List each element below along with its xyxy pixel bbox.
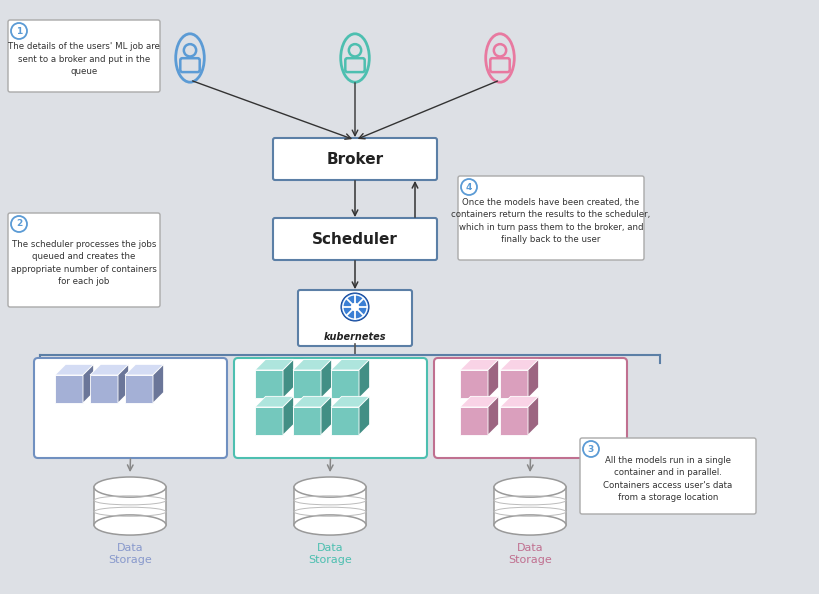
Polygon shape <box>527 396 538 435</box>
Polygon shape <box>500 370 527 398</box>
Ellipse shape <box>294 477 365 497</box>
Circle shape <box>460 179 477 195</box>
FancyBboxPatch shape <box>273 218 437 260</box>
Ellipse shape <box>294 515 365 535</box>
Text: 1: 1 <box>16 27 22 36</box>
Polygon shape <box>90 364 129 375</box>
FancyBboxPatch shape <box>8 20 160 92</box>
Polygon shape <box>331 359 369 370</box>
Circle shape <box>341 293 369 321</box>
Text: Once the models have been created, the
containers return the results to the sche: Once the models have been created, the c… <box>450 198 649 244</box>
Text: kubernetes: kubernetes <box>324 332 386 342</box>
Polygon shape <box>359 396 369 435</box>
Polygon shape <box>331 396 369 407</box>
Text: Scheduler: Scheduler <box>312 232 397 247</box>
Polygon shape <box>527 359 538 398</box>
Polygon shape <box>500 359 538 370</box>
Text: Data
Storage: Data Storage <box>108 543 152 565</box>
Polygon shape <box>459 359 498 370</box>
FancyBboxPatch shape <box>579 438 755 514</box>
Circle shape <box>582 441 598 457</box>
FancyBboxPatch shape <box>297 290 411 346</box>
Polygon shape <box>500 396 538 407</box>
Polygon shape <box>359 359 369 398</box>
Polygon shape <box>55 375 83 403</box>
Text: 2: 2 <box>16 220 22 229</box>
Text: Broker: Broker <box>326 151 383 166</box>
Polygon shape <box>292 359 331 370</box>
Text: 4: 4 <box>465 182 472 191</box>
Polygon shape <box>331 407 359 435</box>
Text: Data
Storage: Data Storage <box>308 543 351 565</box>
Polygon shape <box>320 396 331 435</box>
Ellipse shape <box>493 515 565 535</box>
Polygon shape <box>292 407 320 435</box>
FancyBboxPatch shape <box>233 358 427 458</box>
Polygon shape <box>90 375 118 403</box>
Circle shape <box>11 216 27 232</box>
Polygon shape <box>118 364 129 403</box>
Ellipse shape <box>493 477 565 497</box>
Circle shape <box>351 304 358 311</box>
Ellipse shape <box>94 477 165 497</box>
Polygon shape <box>83 364 93 403</box>
Polygon shape <box>124 375 153 403</box>
Text: The scheduler processes the jobs
queued and creates the
appropriate number of co: The scheduler processes the jobs queued … <box>11 240 156 286</box>
Polygon shape <box>493 487 565 525</box>
Ellipse shape <box>94 515 165 535</box>
Polygon shape <box>255 370 283 398</box>
Polygon shape <box>487 359 498 398</box>
Polygon shape <box>292 396 331 407</box>
Polygon shape <box>487 396 498 435</box>
Polygon shape <box>153 364 164 403</box>
Polygon shape <box>255 359 293 370</box>
Polygon shape <box>283 396 293 435</box>
Polygon shape <box>320 359 331 398</box>
Polygon shape <box>331 370 359 398</box>
Polygon shape <box>292 370 320 398</box>
Circle shape <box>11 23 27 39</box>
Polygon shape <box>459 396 498 407</box>
Text: Data
Storage: Data Storage <box>508 543 551 565</box>
FancyBboxPatch shape <box>8 213 160 307</box>
Polygon shape <box>94 487 165 525</box>
Polygon shape <box>124 364 164 375</box>
FancyBboxPatch shape <box>458 176 643 260</box>
Polygon shape <box>255 396 293 407</box>
Polygon shape <box>283 359 293 398</box>
FancyBboxPatch shape <box>433 358 627 458</box>
Text: 3: 3 <box>587 444 594 453</box>
Polygon shape <box>459 407 487 435</box>
Text: The details of the users' ML job are
sent to a broker and put in the
queue: The details of the users' ML job are sen… <box>8 42 160 76</box>
Polygon shape <box>500 407 527 435</box>
Polygon shape <box>55 364 93 375</box>
Polygon shape <box>459 370 487 398</box>
FancyBboxPatch shape <box>34 358 227 458</box>
FancyBboxPatch shape <box>273 138 437 180</box>
Text: All the models run in a single
container and in parallel.
Containers access user: All the models run in a single container… <box>603 456 731 503</box>
Polygon shape <box>294 487 365 525</box>
Polygon shape <box>255 407 283 435</box>
